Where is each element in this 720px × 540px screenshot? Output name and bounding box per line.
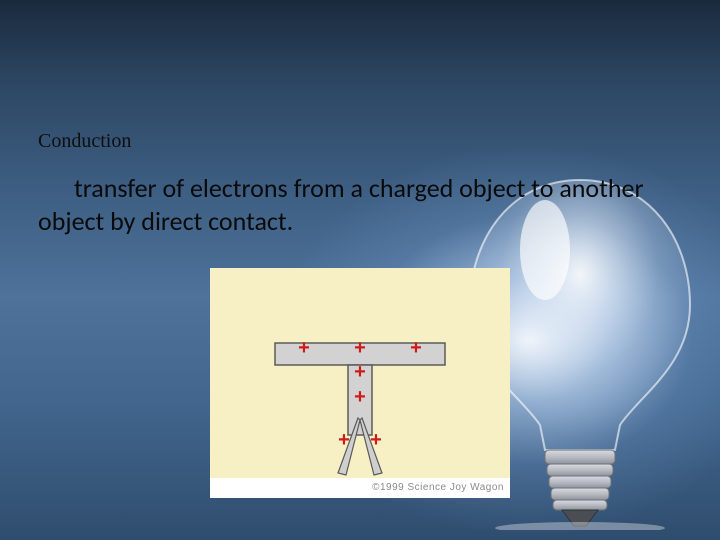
- slide-body-span: transfer of electrons from a charged obj…: [38, 172, 644, 237]
- slide-body-text: transfer of electrons from a charged obj…: [38, 172, 658, 239]
- charge-plus: +: [354, 361, 366, 383]
- charge-plus: +: [298, 337, 310, 359]
- conduction-diagram: +++++++ ©1999 Science Joy Wagon: [210, 268, 510, 498]
- bulb-base: [545, 450, 615, 526]
- slide-background: Conduction transfer of electrons from a …: [0, 0, 720, 540]
- charge-plus: +: [354, 337, 366, 359]
- bulb-table-reflection: [495, 522, 665, 530]
- slide-title: Conduction: [38, 130, 131, 153]
- charge-plus: +: [338, 429, 350, 451]
- charge-plus: +: [354, 386, 366, 408]
- diagram-copyright: ©1999 Science Joy Wagon: [210, 478, 510, 498]
- charge-plus: +: [410, 337, 422, 359]
- charge-plus: +: [370, 429, 382, 451]
- electroscope-svg: +++++++: [210, 268, 510, 478]
